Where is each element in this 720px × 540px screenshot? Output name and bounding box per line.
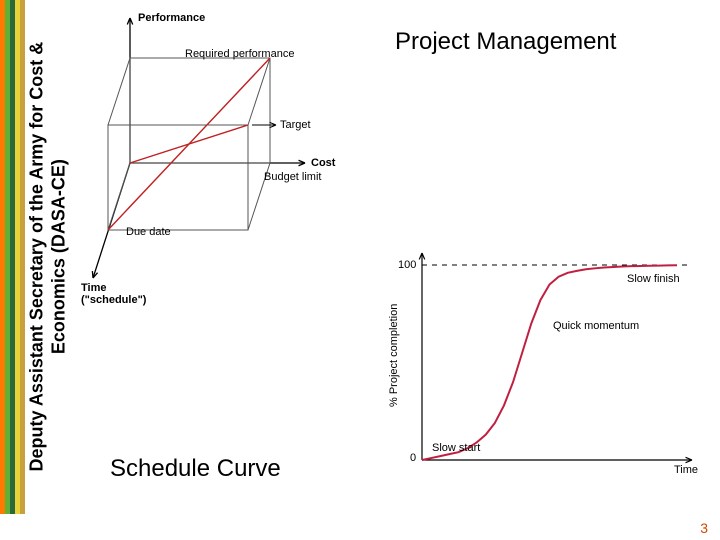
schedule-curve-label: Schedule Curve (110, 455, 281, 483)
time-axis-label: Time ("schedule") (81, 282, 146, 306)
page-number: 3 (700, 520, 708, 536)
budget-label: Budget limit (264, 171, 321, 183)
time-axis-label-line2: ("schedule") (81, 294, 146, 306)
cost-axis-label: Cost (311, 157, 335, 169)
due-date-label: Due date (126, 226, 171, 238)
sidebar-title-line1: Deputy Assistant Secretary of the Army f… (26, 42, 46, 472)
phase-quick-momentum: Quick momentum (553, 320, 639, 332)
y-axis-label: % Project completion (388, 303, 400, 406)
perf-axis-label: Performance (138, 12, 205, 24)
sidebar-title: Deputy Assistant Secretary of the Army f… (28, 0, 68, 514)
time-axis-label-line1: Time (81, 282, 106, 294)
y-min-label: 0 (410, 452, 416, 464)
phase-slow-start: Slow start (432, 442, 480, 454)
required-perf-label: Required performance (185, 48, 294, 60)
y-max-label: 100 (398, 259, 416, 271)
target-label: Target (280, 119, 311, 131)
phase-slow-finish: Slow finish (627, 273, 680, 285)
x-axis-label: Time (674, 464, 698, 476)
side-stripe (20, 0, 25, 514)
sidebar-title-line2: Economics (DASA-CE) (48, 159, 68, 354)
page-title: Project Management (395, 28, 616, 56)
